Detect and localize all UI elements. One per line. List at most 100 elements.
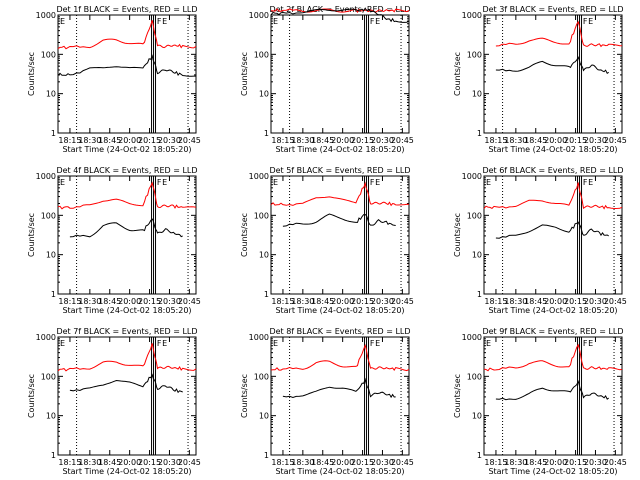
- marker-label: F: [157, 17, 162, 26]
- x-tick-label: 20:00: [544, 297, 567, 306]
- x-axis-label: Start Time (24-Oct-02 18:05:20): [275, 145, 404, 154]
- plot-frame: [270, 14, 410, 134]
- y-tick-label: 1000: [249, 333, 269, 342]
- y-tick-label: 10: [46, 90, 56, 99]
- x-axis-label: Start Time (24-Oct-02 18:05:20): [275, 467, 404, 476]
- x-tick-label: 18:15: [484, 297, 507, 306]
- y-tick-label: 100: [41, 211, 56, 220]
- y-tick-label: 1000: [462, 333, 482, 342]
- x-tick-label: 20:15: [351, 458, 374, 467]
- plot-frame: [483, 175, 623, 295]
- y-tick-label: 10: [472, 412, 482, 421]
- x-tick-label: 18:45: [311, 458, 334, 467]
- x-tick-label: 20:15: [351, 136, 374, 145]
- x-tick-label: 20:00: [544, 136, 567, 145]
- x-tick-label: 20:00: [118, 297, 141, 306]
- events-series-line: [495, 379, 609, 401]
- x-tick-label: 18:30: [291, 458, 314, 467]
- marker-label: E: [273, 339, 278, 348]
- y-tick-label: 10: [259, 90, 269, 99]
- panel-title: Det 7f BLACK = Events, RED = LLD: [56, 327, 197, 336]
- y-tick-label: 1: [51, 290, 56, 299]
- marker-label: E: [162, 178, 167, 187]
- x-tick-label: 20:00: [544, 458, 567, 467]
- y-tick-label: 1: [51, 451, 56, 460]
- lld-series-line: [483, 343, 623, 372]
- x-axis-label: Start Time (24-Oct-02 18:05:20): [488, 145, 617, 154]
- x-tick-label: 20:30: [584, 297, 607, 306]
- y-tick-label: 1000: [249, 11, 269, 20]
- y-tick-label: 1000: [36, 172, 56, 181]
- x-tick-label: 20:45: [178, 136, 201, 145]
- plot-frame: [57, 336, 197, 456]
- lld-series-line: [483, 182, 623, 210]
- y-tick-label: 100: [254, 50, 269, 59]
- lld-series-line: [57, 181, 197, 210]
- x-axis-label: Start Time (24-Oct-02 18:05:20): [488, 306, 617, 315]
- x-tick-label: 20:15: [564, 297, 587, 306]
- x-tick-label: 20:15: [138, 297, 161, 306]
- plot-frame: [483, 336, 623, 456]
- plot-frame: [57, 175, 197, 295]
- events-series-line: [282, 213, 396, 227]
- marker-label: F: [583, 339, 588, 348]
- marker-label: E: [162, 17, 167, 26]
- panel-title: Det 1f BLACK = Events, RED = LLD: [56, 5, 197, 14]
- plot-frame: [270, 175, 410, 295]
- x-tick-label: 20:00: [331, 458, 354, 467]
- y-tick-label: 10: [259, 412, 269, 421]
- x-tick-label: 18:45: [524, 458, 547, 467]
- y-tick-label: 1: [477, 290, 482, 299]
- y-tick-label: 100: [467, 50, 482, 59]
- events-series-line: [57, 54, 196, 77]
- y-tick-label: 1000: [36, 333, 56, 342]
- events-series-line: [495, 56, 609, 75]
- marker-label: E: [60, 339, 65, 348]
- y-tick-label: 10: [46, 251, 56, 260]
- panel-title: Det 2f BLACK = Events, RED = LLD: [269, 5, 410, 14]
- marker-label: E: [273, 178, 278, 187]
- panel-title: Det 4f BLACK = Events, RED = LLD: [56, 166, 197, 175]
- marker-label: E: [486, 17, 491, 26]
- y-tick-label: 100: [467, 211, 482, 220]
- x-tick-label: 20:30: [584, 136, 607, 145]
- panel-title: Det 9f BLACK = Events, RED = LLD: [482, 327, 623, 336]
- x-tick-label: 18:15: [271, 458, 294, 467]
- plot-frame: [270, 336, 410, 456]
- panel-title: Det 3f BLACK = Events, RED = LLD: [482, 5, 623, 14]
- marker-label: F: [583, 178, 588, 187]
- x-tick-label: 20:30: [158, 297, 181, 306]
- marker-label: F: [370, 339, 375, 348]
- x-tick-label: 18:30: [504, 136, 527, 145]
- marker-label: E: [588, 17, 593, 26]
- x-tick-label: 20:45: [604, 297, 627, 306]
- x-tick-label: 18:45: [98, 136, 121, 145]
- marker-label: E: [60, 178, 65, 187]
- events-series-line: [270, 7, 410, 23]
- x-tick-label: 20:15: [138, 136, 161, 145]
- panel-title: Det 5f BLACK = Events, RED = LLD: [269, 166, 410, 175]
- x-tick-label: 20:15: [564, 458, 587, 467]
- y-tick-label: 10: [472, 251, 482, 260]
- marker-label: E: [162, 339, 167, 348]
- x-tick-label: 18:15: [58, 458, 81, 467]
- y-tick-label: 1: [477, 129, 482, 138]
- marker-label: F: [370, 178, 375, 187]
- x-tick-label: 18:45: [524, 136, 547, 145]
- y-tick-label: 1: [264, 451, 269, 460]
- x-tick-label: 18:30: [78, 297, 101, 306]
- events-series-line: [495, 221, 609, 239]
- marker-label: F: [583, 17, 588, 26]
- x-tick-label: 20:45: [178, 297, 201, 306]
- y-tick-label: 10: [472, 90, 482, 99]
- x-tick-label: 18:30: [78, 136, 101, 145]
- x-tick-label: 18:30: [78, 458, 101, 467]
- x-tick-label: 20:30: [371, 458, 394, 467]
